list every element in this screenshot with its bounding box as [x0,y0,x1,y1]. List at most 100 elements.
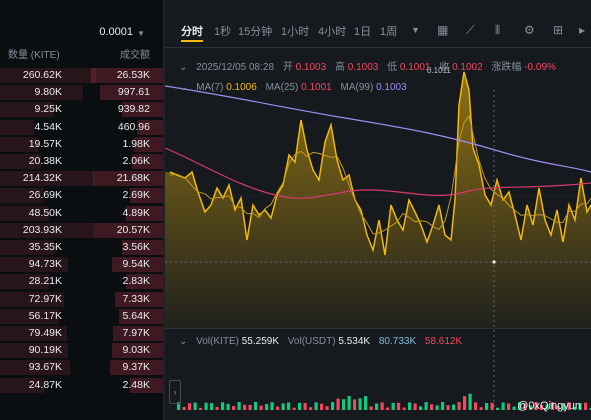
row-total: 4.89K [122,206,150,219]
tab-1h[interactable]: 1小时 [281,26,310,38]
volume-bar [562,403,566,410]
depth-bar [0,119,34,135]
collapse-icon[interactable]: ⌄ [179,82,188,93]
row-total: 5.64K [122,309,150,322]
row-amount: 35.35K [28,241,62,253]
chevron-down-icon[interactable]: ▼ [411,25,420,35]
order-book-row[interactable]: 26.69K 2.69K [0,187,163,204]
depth-bar-total [132,154,163,169]
expand-sidebar-button[interactable]: › [169,380,181,404]
ma25-line [165,147,591,199]
row-amount: 93.67K [28,361,62,374]
order-book-row[interactable]: 56.17K 5.64K [0,308,163,325]
volume-bar [534,402,538,410]
volume-bar [474,402,478,410]
chevron-down-icon[interactable]: ▼ [137,29,145,38]
volume-bar [270,402,274,410]
more-icon[interactable]: ▸ [579,23,586,37]
depth-bar [0,85,83,101]
volume-bars [177,393,591,410]
tab-1s[interactable]: 1秒 [214,26,232,38]
volume-bar [265,404,269,410]
open-label: 开 [282,62,293,73]
row-total: 21.68K [116,172,150,185]
volume-bar [193,402,197,410]
order-book-row[interactable]: 79.49K 7.97K [0,325,163,342]
tab-line[interactable]: 分时 [181,26,203,38]
volume-bar [358,398,362,410]
order-book-row[interactable]: 72.97K 7.33K [0,291,163,308]
row-amount: 20.38K [28,155,62,167]
order-book-row[interactable]: 20.38K 2.06K [0,153,163,170]
settings-icon[interactable]: ⚙ [524,23,535,37]
row-amount: 79.49K [28,327,62,339]
order-book-row[interactable]: 93.67K 9.37K [0,359,163,376]
tab-15m[interactable]: 15分钟 [238,26,273,38]
panel-divider [163,0,165,420]
volume-bar [441,402,445,410]
change-value: -0.09% [524,62,556,73]
depth-bar [0,291,64,307]
depth-bar [0,343,68,359]
volume-bar [452,404,456,410]
crosshair-point [492,260,496,264]
order-book-row[interactable]: 260.62K 26.53K [0,67,163,84]
active-tab-underline [181,40,203,42]
chart-panel: 分时 1秒 15分钟 1小时 4小时 1日 1周 ▼ ▦ ⟋ ⫴ ⚙ ⊞ ▸ [165,0,591,420]
ma99-line [165,85,591,173]
precision-select[interactable]: 0.0001 [99,26,133,38]
depth-bar-total [100,85,163,101]
volume-bar [254,402,258,410]
row-total: 7.33K [122,292,150,305]
order-book-row[interactable]: 48.50K 4.89K [0,205,163,222]
volume-bar [463,396,467,410]
open-value: 0.1003 [295,62,327,73]
volume-bar [584,402,588,410]
row-amount: 24.87K [28,378,62,391]
order-book-row[interactable]: 9.25K 939.82 [0,101,163,118]
close-label: 收 [439,62,450,73]
order-book-row[interactable]: 94.73K 9.54K [0,256,163,273]
row-total: 939.82 [117,103,150,116]
depth-bar-total [130,188,163,204]
vol-ma1-value: 80.733K [378,336,417,347]
volume-bar [413,403,417,410]
volume-bar [259,405,263,410]
row-total: 2.83K [122,275,150,288]
order-book-row[interactable]: 203.93K 20.57K [0,222,163,239]
volume-bar [325,406,329,410]
drawing-icon[interactable]: ⟋ [466,23,475,37]
collapse-icon[interactable]: ⌄ [179,62,188,73]
order-book-row[interactable]: 90.19K 9.03K [0,342,163,359]
volume-bar [320,403,324,410]
price-chart[interactable] [165,0,591,420]
order-book-row[interactable]: 4.54K 460.96 [0,119,163,136]
depth-bar [0,377,44,393]
order-book-row[interactable]: 35.35K 3.56K [0,239,163,256]
candle-style-icon[interactable]: ⫴ [495,23,501,37]
tab-4h[interactable]: 4小时 [318,26,347,38]
volume-bar [314,402,318,410]
depth-bar [0,102,54,118]
collapse-icon[interactable]: ⌄ [179,336,188,347]
volume-bar [177,402,181,410]
row-amount: 9.80K [34,86,62,99]
depth-bar [0,154,41,169]
row-total: 2.06K [122,155,150,167]
depth-bar-total [122,240,163,255]
tab-1w[interactable]: 1周 [380,26,398,38]
calendar-icon[interactable]: ▦ [437,23,449,37]
grid-icon[interactable]: ⊞ [553,23,564,37]
depth-bar-total [119,308,163,324]
row-total: 997.61 [117,86,150,99]
tab-1d[interactable]: 1日 [354,26,372,38]
depth-bar-total [122,102,163,118]
volume-bar [309,407,313,410]
order-book-row[interactable]: 214.32K 21.68K [0,170,163,187]
order-book-row[interactable]: 9.80K 997.61 [0,84,163,101]
order-book-row[interactable]: 24.87K 2.48K [0,377,163,394]
volume-bar [419,406,423,410]
order-book-row[interactable]: 19.57K 1.98K [0,136,163,153]
order-book-row[interactable]: 28.21K 2.83K [0,273,163,290]
volume-bar [226,403,230,410]
